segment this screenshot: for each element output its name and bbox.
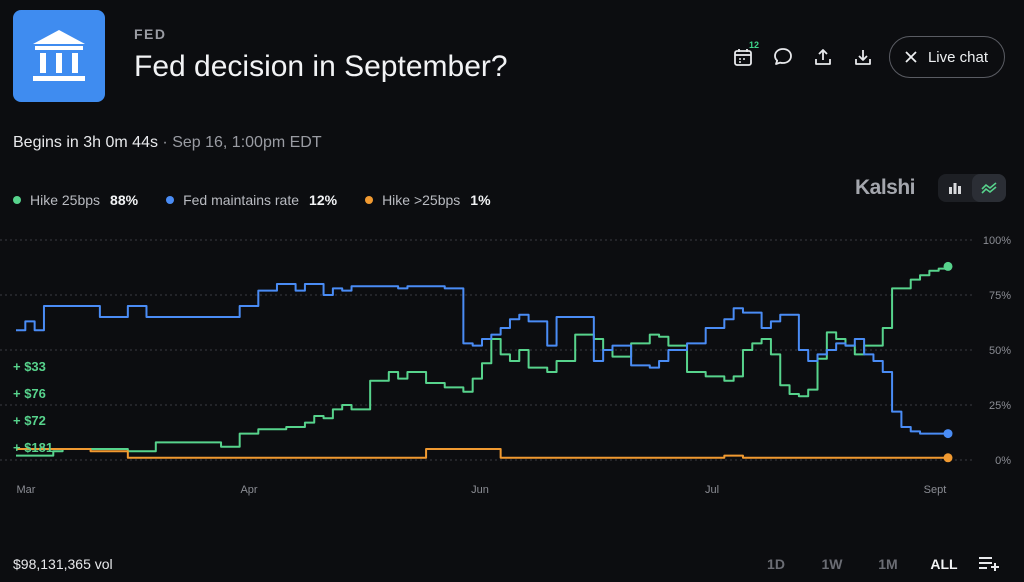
x-tick-label: Apr (240, 484, 257, 496)
market-logo (13, 10, 105, 102)
legend-value: 1% (470, 192, 491, 208)
series-end-point (943, 261, 953, 271)
begins-countdown: Begins in 3h 0m 44s (13, 134, 158, 151)
add-to-list-icon[interactable] (978, 554, 1000, 572)
market-category: FED (134, 26, 167, 42)
timing-separator: · (157, 134, 173, 151)
x-tick-label: Jul (705, 484, 719, 496)
y-tick-label: 0% (995, 455, 1011, 467)
x-tick-label: Sept (924, 484, 947, 496)
y-tick-label: 25% (989, 400, 1011, 412)
x-tick-label: Jun (471, 484, 489, 496)
comments-button[interactable] (763, 37, 803, 77)
legend-label: Hike 25bps (30, 192, 101, 208)
line-chart-icon (981, 182, 997, 194)
legend-value: 12% (309, 192, 338, 208)
series-end-point (943, 453, 953, 463)
legend-label: Fed maintains rate (183, 192, 300, 208)
y-axis-labels: 100% 75% 50% 25% 0% (983, 235, 1011, 467)
trade-annotation: + $72 (13, 413, 46, 428)
share-button[interactable] (803, 37, 843, 77)
trade-annotation: + $181 (13, 440, 53, 455)
y-tick-label: 100% (983, 235, 1011, 247)
share-upload-icon (815, 49, 831, 65)
chat-bubble-icon (774, 48, 792, 65)
legend-dot (365, 196, 374, 204)
volume-readout: $98,131,365 vol (13, 556, 113, 572)
bank-building-icon (33, 30, 85, 81)
range-1m[interactable]: 1M (878, 556, 898, 572)
bar-chart-icon (949, 183, 961, 194)
legend-dot (13, 196, 21, 204)
chart-type-toggle (938, 174, 1006, 202)
range-all[interactable]: ALL (930, 556, 958, 572)
download-button[interactable] (843, 37, 883, 77)
legend-value: 88% (110, 192, 139, 208)
calendar-button[interactable]: 12 (723, 37, 763, 77)
calendar-badge: 12 (748, 40, 759, 50)
bar-chart-toggle[interactable] (938, 174, 972, 202)
live-chat-button[interactable]: Live chat (888, 36, 1005, 78)
series-line (16, 266, 949, 457)
series-end-point (943, 429, 953, 439)
chart-series (16, 261, 953, 463)
close-icon (905, 51, 917, 63)
series-line (16, 448, 948, 459)
range-1w[interactable]: 1W (821, 556, 843, 572)
legend-item-hike-over-25bps[interactable]: Hike >25bps 1% (365, 192, 491, 208)
series-line (16, 283, 948, 435)
live-chat-label: Live chat (927, 48, 988, 66)
y-tick-label: 50% (989, 345, 1011, 357)
brand-wordmark: Kalshi (855, 176, 916, 199)
header-toolbar: 12 Live chat (723, 36, 1005, 78)
x-tick-label: Mar (17, 484, 36, 496)
market-timing: Begins in 3h 0m 44s · Sep 16, 1:00pm EDT (13, 134, 322, 152)
legend-label: Hike >25bps (382, 192, 461, 208)
chart-legend: Hike 25bps 88% Fed maintains rate 12% Hi… (13, 192, 519, 208)
legend-item-fed-maintains-rate[interactable]: Fed maintains rate 12% (166, 192, 337, 208)
calendar-icon (734, 49, 752, 66)
page-title: Fed decision in September? (134, 50, 508, 83)
begins-date: Sep 16, 1:00pm EDT (172, 134, 322, 151)
price-chart[interactable]: 100%75%50%25%0% Mar Apr Jun Jul Sept + $33+ … (0, 225, 1024, 500)
time-range-selector: 1D 1W 1M ALL (748, 556, 972, 572)
legend-item-hike-25bps[interactable]: Hike 25bps 88% (13, 192, 138, 208)
y-tick-label: 75% (989, 290, 1011, 302)
download-icon (855, 50, 871, 65)
trade-annotation: + $76 (13, 386, 46, 401)
trade-annotations: + $33 + $76 + $72 + $181 (13, 359, 53, 455)
legend-dot (166, 196, 175, 204)
trade-annotation: + $33 (13, 359, 46, 374)
line-chart-toggle[interactable] (972, 174, 1006, 202)
range-1d[interactable]: 1D (767, 556, 785, 572)
x-axis-labels: Mar Apr Jun Jul Sept (17, 484, 947, 496)
